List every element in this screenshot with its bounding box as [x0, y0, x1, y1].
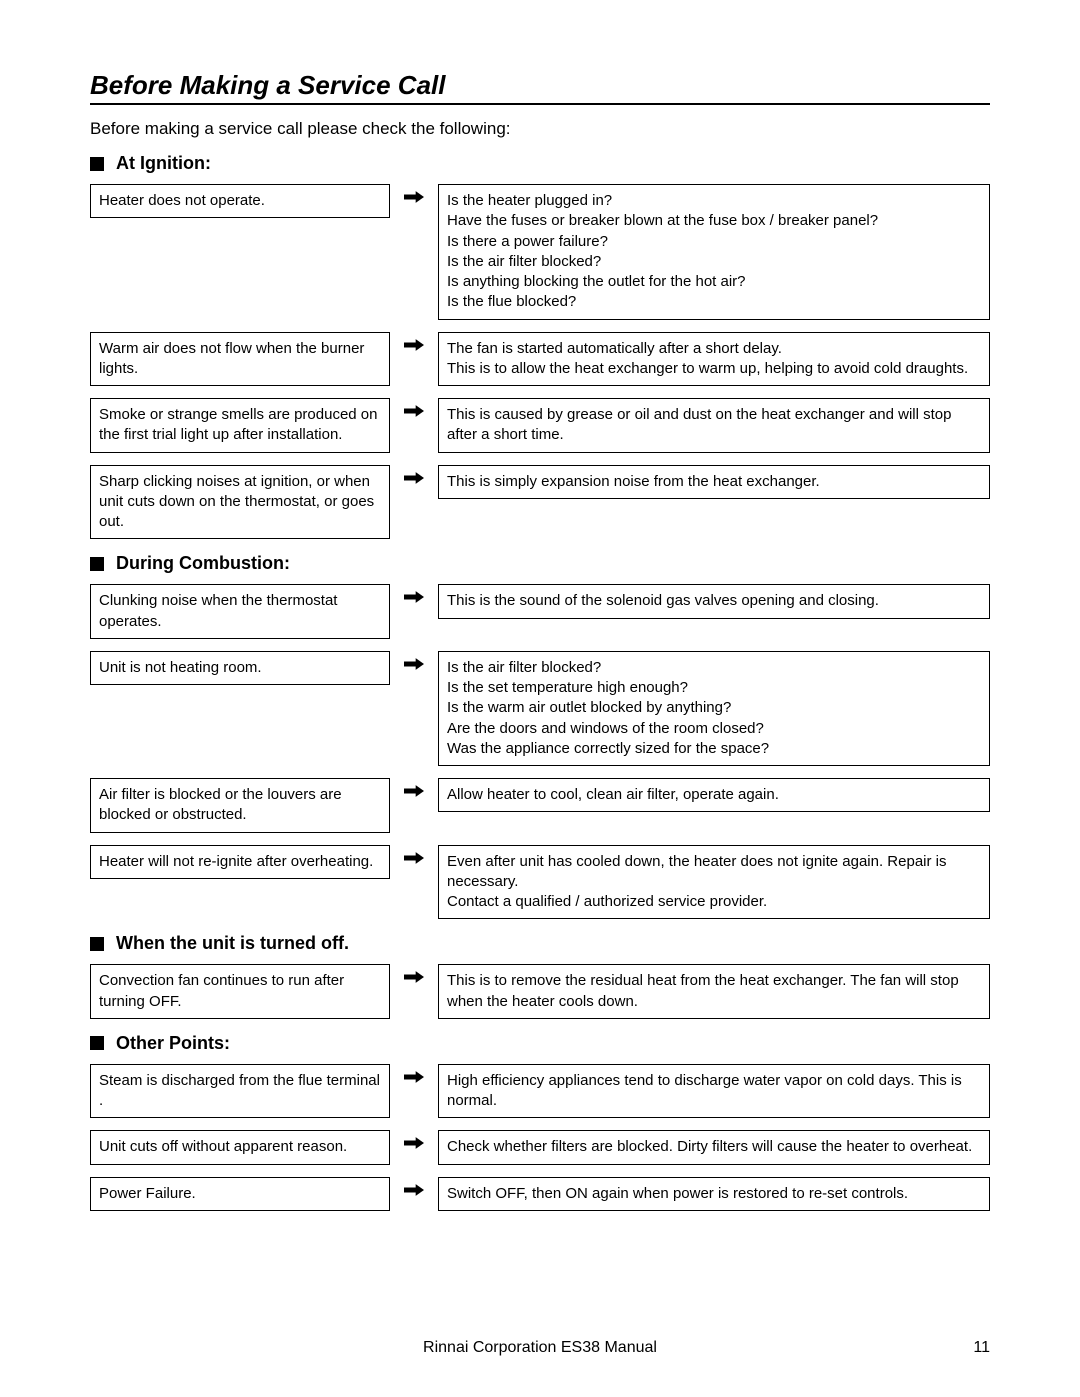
answer-line: This is the sound of the solenoid gas va… — [447, 591, 981, 611]
square-bullet-icon — [90, 937, 104, 951]
problem-cell: Warm air does not flow when the burner l… — [90, 332, 390, 387]
square-bullet-icon — [90, 1036, 104, 1050]
answer-line: Is the set temperature high enough? — [447, 678, 981, 698]
answer-cell: Check whether filters are blocked. Dirty… — [438, 1130, 990, 1164]
problem-cell: Convection fan continues to run after tu… — [90, 964, 390, 1019]
answer-line: This is simply expansion noise from the … — [447, 472, 981, 492]
section-rows: Steam is discharged from the flue termin… — [90, 1064, 990, 1211]
arrow-right-icon — [402, 332, 426, 352]
answer-line: This is to remove the residual heat from… — [447, 971, 981, 1012]
section-rows: Clunking noise when the thermostat opera… — [90, 584, 990, 919]
troubleshoot-row: Unit cuts off without apparent reason. Ch… — [90, 1130, 990, 1164]
section-heading: During Combustion: — [90, 553, 990, 574]
arrow-right-icon — [402, 651, 426, 671]
square-bullet-icon — [90, 557, 104, 571]
answer-line: Contact a qualified / authorized service… — [447, 892, 981, 912]
answer-cell: Is the air filter blocked?Is the set tem… — [438, 651, 990, 766]
troubleshoot-row: Heater does not operate. Is the heater pl… — [90, 184, 990, 320]
sections-container: At Ignition: Heater does not operate. Is t… — [90, 153, 990, 1211]
square-bullet-icon — [90, 157, 104, 171]
section-heading: When the unit is turned off. — [90, 933, 990, 954]
section-heading-text: When the unit is turned off. — [116, 933, 349, 954]
answer-cell: This is the sound of the solenoid gas va… — [438, 584, 990, 618]
arrow-right-icon — [402, 845, 426, 865]
section-rows: Heater does not operate. Is the heater pl… — [90, 184, 990, 539]
troubleshoot-row: Heater will not re-ignite after overheat… — [90, 845, 990, 920]
answer-cell: Allow heater to cool, clean air filter, … — [438, 778, 990, 812]
answer-line: Check whether filters are blocked. Dirty… — [447, 1137, 981, 1157]
page-title: Before Making a Service Call — [90, 70, 990, 105]
answer-line: Is the warm air outlet blocked by anythi… — [447, 698, 981, 718]
arrow-right-icon — [402, 1064, 426, 1084]
problem-cell: Heater will not re-ignite after overheat… — [90, 845, 390, 879]
troubleshoot-row: Smoke or strange smells are produced on … — [90, 398, 990, 453]
page-footer: Rinnai Corporation ES38 Manual 11 — [90, 1339, 990, 1357]
intro-text: Before making a service call please chec… — [90, 119, 990, 139]
answer-line: Is the flue blocked? — [447, 292, 981, 312]
answer-line: Is anything blocking the outlet for the … — [447, 272, 981, 292]
answer-line: Is the air filter blocked? — [447, 252, 981, 272]
arrow-right-icon — [402, 964, 426, 984]
troubleshoot-row: Steam is discharged from the flue termin… — [90, 1064, 990, 1119]
answer-line: Are the doors and windows of the room cl… — [447, 719, 981, 739]
answer-line: Is the heater plugged in? — [447, 191, 981, 211]
arrow-right-icon — [402, 465, 426, 485]
answer-line: Is there a power failure? — [447, 232, 981, 252]
answer-line: The fan is started automatically after a… — [447, 339, 981, 359]
section-heading-text: During Combustion: — [116, 553, 290, 574]
problem-cell: Smoke or strange smells are produced on … — [90, 398, 390, 453]
arrow-right-icon — [402, 184, 426, 204]
answer-line: Allow heater to cool, clean air filter, … — [447, 785, 981, 805]
troubleshoot-row: Power Failure. Switch OFF, then ON again … — [90, 1177, 990, 1211]
answer-cell: This is simply expansion noise from the … — [438, 465, 990, 499]
problem-cell: Air filter is blocked or the louvers are… — [90, 778, 390, 833]
problem-cell: Heater does not operate. — [90, 184, 390, 218]
answer-line: High efficiency appliances tend to disch… — [447, 1071, 981, 1112]
problem-cell: Steam is discharged from the flue termin… — [90, 1064, 390, 1119]
problem-cell: Power Failure. — [90, 1177, 390, 1211]
section-heading: At Ignition: — [90, 153, 990, 174]
problem-cell: Unit is not heating room. — [90, 651, 390, 685]
answer-line: Even after unit has cooled down, the hea… — [447, 852, 981, 893]
answer-cell: Even after unit has cooled down, the hea… — [438, 845, 990, 920]
section-heading: Other Points: — [90, 1033, 990, 1054]
answer-cell: High efficiency appliances tend to disch… — [438, 1064, 990, 1119]
problem-cell: Clunking noise when the thermostat opera… — [90, 584, 390, 639]
section-heading-text: Other Points: — [116, 1033, 230, 1054]
answer-cell: Switch OFF, then ON again when power is … — [438, 1177, 990, 1211]
answer-line: Have the fuses or breaker blown at the f… — [447, 211, 981, 231]
problem-cell: Sharp clicking noises at ignition, or wh… — [90, 465, 390, 540]
answer-line: Was the appliance correctly sized for th… — [447, 739, 981, 759]
answer-cell: This is caused by grease or oil and dust… — [438, 398, 990, 453]
answer-line: This is caused by grease or oil and dust… — [447, 405, 981, 446]
problem-cell: Unit cuts off without apparent reason. — [90, 1130, 390, 1164]
arrow-right-icon — [402, 398, 426, 418]
section-heading-text: At Ignition: — [116, 153, 211, 174]
arrow-right-icon — [402, 584, 426, 604]
arrow-right-icon — [402, 778, 426, 798]
answer-line: Is the air filter blocked? — [447, 658, 981, 678]
answer-line: This is to allow the heat exchanger to w… — [447, 359, 981, 379]
footer-text: Rinnai Corporation ES38 Manual — [90, 1339, 990, 1357]
answer-line: Switch OFF, then ON again when power is … — [447, 1184, 981, 1204]
troubleshoot-row: Warm air does not flow when the burner l… — [90, 332, 990, 387]
troubleshoot-row: Air filter is blocked or the louvers are… — [90, 778, 990, 833]
troubleshoot-row: Clunking noise when the thermostat opera… — [90, 584, 990, 639]
answer-cell: The fan is started automatically after a… — [438, 332, 990, 387]
troubleshoot-row: Unit is not heating room. Is the air filt… — [90, 651, 990, 766]
troubleshoot-row: Convection fan continues to run after tu… — [90, 964, 990, 1019]
answer-cell: Is the heater plugged in?Have the fuses … — [438, 184, 990, 320]
arrow-right-icon — [402, 1177, 426, 1197]
arrow-right-icon — [402, 1130, 426, 1150]
answer-cell: This is to remove the residual heat from… — [438, 964, 990, 1019]
section-rows: Convection fan continues to run after tu… — [90, 964, 990, 1019]
troubleshoot-row: Sharp clicking noises at ignition, or wh… — [90, 465, 990, 540]
